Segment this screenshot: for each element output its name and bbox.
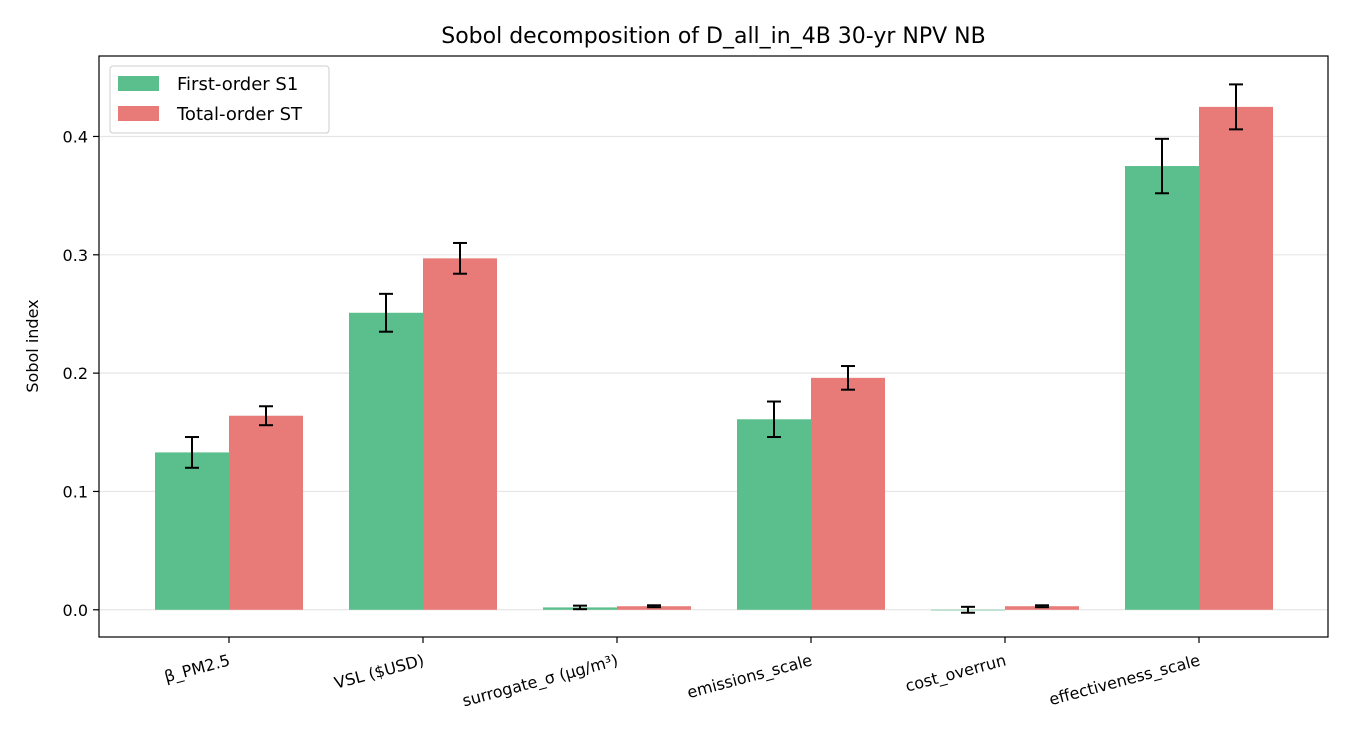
chart-title: Sobol decomposition of D_all_in_4B 30-yr… — [441, 24, 985, 49]
error-bar-s1-1 — [379, 292, 393, 333]
error-bar-s1-3 — [767, 400, 781, 439]
error-bar-st-4 — [1035, 604, 1049, 609]
grid-lines — [99, 135, 1328, 611]
y-tick-label: 0.0 — [63, 601, 88, 620]
error-bar-st-1 — [453, 241, 467, 275]
error-bar-s1-4 — [961, 605, 975, 614]
legend-box — [109, 65, 330, 134]
error-bar-st-3 — [841, 365, 855, 391]
y-axis-label: Sobol index — [23, 299, 42, 392]
y-tick-label: 0.2 — [63, 364, 88, 383]
y-tick-label: 0.1 — [63, 482, 88, 501]
legend-label-s1: First-order S1 — [177, 74, 298, 95]
y-tick-label: 0.3 — [63, 246, 88, 265]
bar-s1-3 — [737, 419, 811, 610]
legend: First-order S1 Total-order ST — [109, 65, 330, 134]
error-bar-s1-0 — [185, 436, 199, 469]
error-bar-st-5 — [1229, 83, 1243, 131]
bar-s1-1 — [349, 312, 423, 610]
bar-s1-5 — [1125, 166, 1199, 610]
error-bars — [185, 83, 1243, 614]
error-bar-st-0 — [259, 405, 273, 427]
error-bar-st-2 — [647, 604, 661, 609]
legend-swatch-st — [118, 106, 159, 121]
bars — [155, 106, 1273, 611]
y-axis-ticks: 0.0 0.1 0.2 0.3 0.4 — [63, 127, 99, 620]
legend-label-st: Total-order ST — [176, 104, 303, 125]
error-bar-s1-2 — [573, 604, 587, 611]
bar-st-1 — [423, 258, 497, 610]
bar-st-3 — [811, 377, 885, 610]
y-tick-label: 0.4 — [63, 127, 88, 146]
legend-swatch-s1 — [118, 76, 159, 91]
bar-st-0 — [229, 415, 303, 610]
bar-s1-0 — [155, 452, 229, 610]
plot-frame — [98, 55, 1329, 638]
error-bar-s1-5 — [1155, 137, 1169, 195]
bar-st-5 — [1199, 106, 1273, 610]
